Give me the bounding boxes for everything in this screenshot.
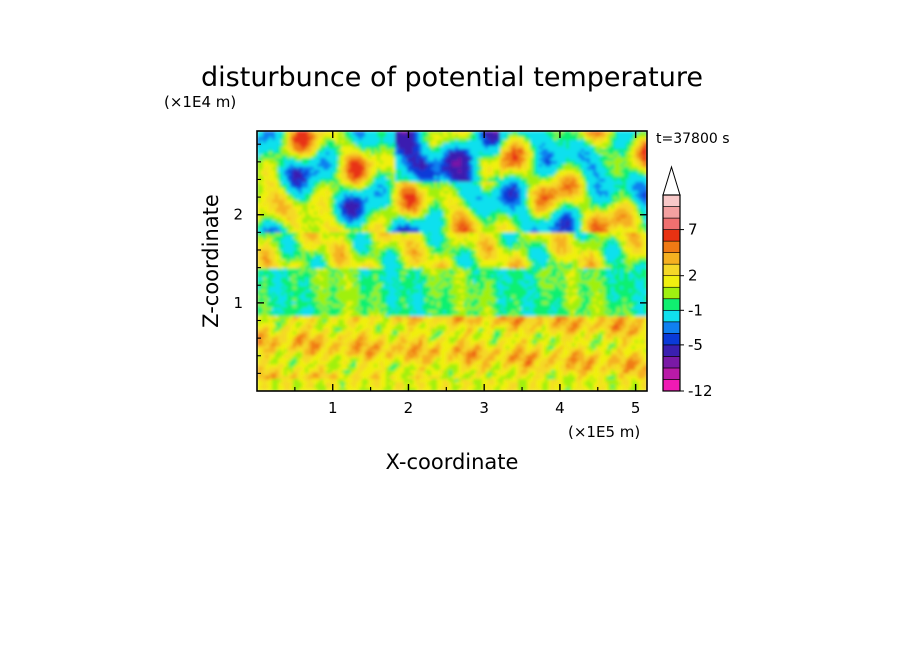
- y-tick-label: 1: [233, 294, 243, 312]
- y-axis: 12: [233, 143, 647, 374]
- x-tick-label: 4: [555, 399, 565, 417]
- x-axis: 1 2 3 4 5: [294, 131, 641, 417]
- colorbar: 7 2 -1 -5 -12: [662, 165, 713, 400]
- colorbar-tick-label: -12: [688, 382, 713, 400]
- x-tick-label: 1: [328, 399, 338, 417]
- colorbar-swatch: [662, 194, 681, 207]
- x-unit-label: (×1E5 m): [568, 423, 640, 441]
- colorbar-tick-label: 7: [688, 221, 698, 239]
- colorbar-tick-label: 2: [688, 267, 698, 285]
- colorbar-swatch: [662, 206, 681, 219]
- colorbar-swatch: [662, 298, 681, 311]
- colorbar-swatch: [662, 217, 681, 230]
- colorbar-swatch: [662, 356, 681, 369]
- colorbar-swatch: [662, 333, 681, 346]
- chart-title: disturbunce of potential temperature: [201, 62, 703, 93]
- colorbar-swatch: [662, 275, 681, 288]
- y-unit-label: (×1E4 m): [164, 93, 236, 111]
- colorbar-swatch: [662, 344, 681, 357]
- x-tick-label: 5: [631, 399, 641, 417]
- x-axis-label: X-coordinate: [386, 450, 519, 474]
- colorbar-extend-arrow: [662, 165, 681, 196]
- y-axis-label: Z-coordinate: [199, 194, 223, 328]
- colorbar-swatch: [662, 379, 681, 392]
- time-label: t=37800 s: [656, 131, 730, 147]
- x-tick-label: 3: [479, 399, 489, 417]
- colorbar-swatch: [662, 263, 681, 277]
- x-tick-label: 2: [404, 399, 414, 417]
- plot-frame: [256, 130, 648, 392]
- colorbar-tick-label: -5: [688, 336, 703, 354]
- colorbar-swatch: [662, 229, 681, 242]
- contour-field: [257, 131, 647, 391]
- colorbar-swatch: [662, 321, 681, 334]
- colorbar-swatch: [662, 286, 681, 300]
- colorbar-tick-label: -1: [688, 301, 703, 319]
- colorbar-swatch: [662, 240, 681, 253]
- y-tick-label: 2: [233, 206, 243, 224]
- colorbar-swatch: [662, 252, 681, 265]
- colorbar-swatch: [662, 367, 681, 380]
- colorbar-swatch: [662, 309, 681, 323]
- colorbar-frame: [662, 194, 681, 392]
